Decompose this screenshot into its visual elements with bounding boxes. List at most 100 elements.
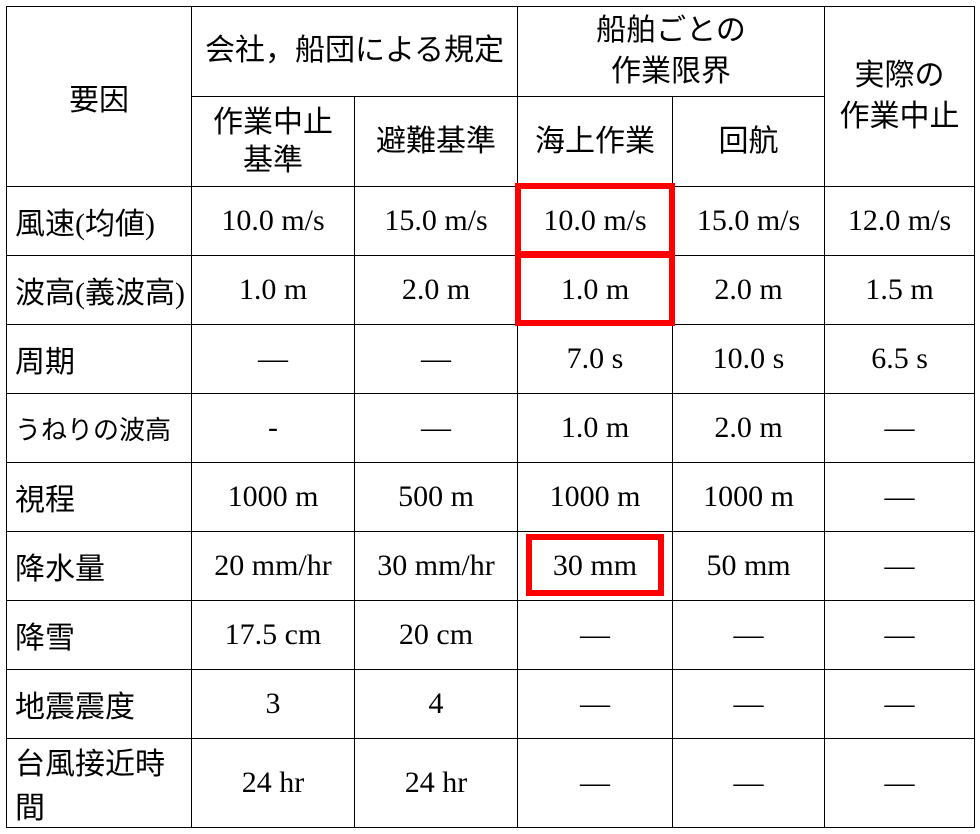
cell-period-c3-val: 7.0 s [567,342,624,375]
cell-snow-c1: 17.5 cm [192,601,355,670]
table-row: 視程 1000 m 500 m 1000 m 1000 m ― [7,463,975,532]
table-container: 要因 会社，船団による規定 船舶ごとの 作業限界 実際の 作業中止 作業中止 基… [0,0,980,834]
cell-quake-c5: ― [825,670,975,739]
cell-swell-c5: ― [825,394,975,463]
cell-vis-c2: 500 m [355,463,518,532]
header-factor-label: 要因 [69,84,129,117]
cell-vis-c4: 1000 m [673,463,825,532]
cell-snow-c3-val: ― [580,618,610,651]
cell-snow-c2: 20 cm [355,601,518,670]
cell-rain-c2-val: 30 mm/hr [377,549,495,582]
cell-rain-c3-val: 30 mm [553,549,637,583]
header-sub-return: 回航 [673,97,825,187]
cell-quake-c2-val: 4 [429,687,444,720]
cell-swell-c5-val: ― [885,411,915,444]
cell-typhoon-c5-val: ― [885,766,915,799]
cell-quake-c4-val: ― [734,687,764,720]
cell-swell-c1-val: - [268,411,278,444]
header-actual-line2: 作業中止 [825,97,974,138]
cell-typhoon-c1-val: 24 hr [242,766,305,799]
cell-quake-c4: ― [673,670,825,739]
cell-quake-c1: 3 [192,670,355,739]
cell-rain-c4-val: 50 mm [706,549,790,582]
row-label-rain: 降水量 [7,532,192,601]
cell-rain-c2: 30 mm/hr [355,532,518,601]
highlight-wrap: 1.0 m [518,256,672,324]
cell-rain-c4: 50 mm [673,532,825,601]
table-row: うねりの波高 - ― 1.0 m 2.0 m ― [7,394,975,463]
row-label-period: 周期 [7,325,192,394]
cell-snow-c3: ― [518,601,673,670]
cell-period-c3: 7.0 s [518,325,673,394]
cell-typhoon-c4: ― [673,739,825,828]
highlight-wrap: 10.0 m/s [518,187,672,255]
cell-period-c1: ― [192,325,355,394]
cell-vis-c3: 1000 m [518,463,673,532]
row-label-wave: 波高(義波高) [7,256,192,325]
cell-snow-c5-val: ― [885,618,915,651]
cell-typhoon-c2-val: 24 hr [405,766,468,799]
cell-wind-c4-val: 15.0 m/s [697,204,800,237]
cell-rain-c3: 30 mm [518,532,673,601]
header-group-company-label: 会社，船団による規定 [205,34,504,67]
cell-snow-c4: ― [673,601,825,670]
cell-typhoon-c3: ― [518,739,673,828]
cell-rain-c1-val: 20 mm/hr [214,549,332,582]
cell-wave-c1: 1.0 m [192,256,355,325]
row-label-wind-text: 風速(均値) [15,208,155,241]
table-row: 台風接近時間 24 hr 24 hr ― ― ― [7,739,975,828]
cell-quake-c3-val: ― [580,687,610,720]
table-row: 波高(義波高) 1.0 m 2.0 m 1.0 m 2.0 m 1.5 m [7,256,975,325]
row-label-swell-text: うねりの波高 [15,416,171,445]
cell-period-c4: 10.0 s [673,325,825,394]
cell-wave-c5-val: 1.5 m [865,273,933,306]
header-row-1: 要因 会社，船団による規定 船舶ごとの 作業限界 実際の 作業中止 [7,7,975,97]
header-group-ship: 船舶ごとの 作業限界 [518,7,825,97]
row-label-snow: 降雪 [7,601,192,670]
cell-quake-c3: ― [518,670,673,739]
cell-wind-c3: 10.0 m/s [518,187,673,256]
cell-wind-c2-val: 15.0 m/s [384,204,487,237]
row-label-wind: 風速(均値) [7,187,192,256]
table-row: 降雪 17.5 cm 20 cm ― ― ― [7,601,975,670]
cell-typhoon-c4-val: ― [734,766,764,799]
cell-rain-c5-val: ― [885,549,915,582]
cell-vis-c2-val: 500 m [398,480,474,513]
cell-swell-c4: 2.0 m [673,394,825,463]
cell-wind-c2: 15.0 m/s [355,187,518,256]
cell-vis-c1-val: 1000 m [228,480,319,513]
row-label-period-text: 周期 [15,346,75,379]
cell-period-c2: ― [355,325,518,394]
cell-snow-c4-val: ― [734,618,764,651]
row-label-swell: うねりの波高 [7,394,192,463]
row-label-rain-text: 降水量 [15,553,105,586]
header-sub-sea-label: 海上作業 [535,125,655,158]
cell-swell-c3: 1.0 m [518,394,673,463]
header-actual-line1: 実際の [825,56,974,97]
cell-wave-c2-val: 2.0 m [402,273,470,306]
cell-typhoon-c5: ― [825,739,975,828]
table-row: 風速(均値) 10.0 m/s 15.0 m/s 10.0 m/s 15.0 m… [7,187,975,256]
row-label-typhoon-text: 台風接近時間 [15,748,165,825]
cell-swell-c2-val: ― [421,411,451,444]
header-actual: 実際の 作業中止 [825,7,975,187]
cell-wave-c3-val: 1.0 m [561,273,629,307]
cell-swell-c1: - [192,394,355,463]
cell-vis-c4-val: 1000 m [703,480,794,513]
header-group-company: 会社，船団による規定 [192,7,518,97]
cell-wind-c4: 15.0 m/s [673,187,825,256]
header-sub-return-label: 回航 [719,125,779,158]
cell-swell-c2: ― [355,394,518,463]
cell-snow-c1-val: 17.5 cm [225,618,322,651]
cell-period-c2-val: ― [421,342,451,375]
cell-quake-c2: 4 [355,670,518,739]
row-label-snow-text: 降雪 [15,622,75,655]
cell-wave-c4: 2.0 m [673,256,825,325]
row-label-wave-text: 波高(義波高) [15,277,185,310]
row-label-vis: 視程 [7,463,192,532]
cell-typhoon-c3-val: ― [580,766,610,799]
row-label-vis-text: 視程 [15,484,75,517]
cell-wave-c5: 1.5 m [825,256,975,325]
cell-wind-c1: 10.0 m/s [192,187,355,256]
header-sub-evac-label: 避難基準 [376,125,496,158]
